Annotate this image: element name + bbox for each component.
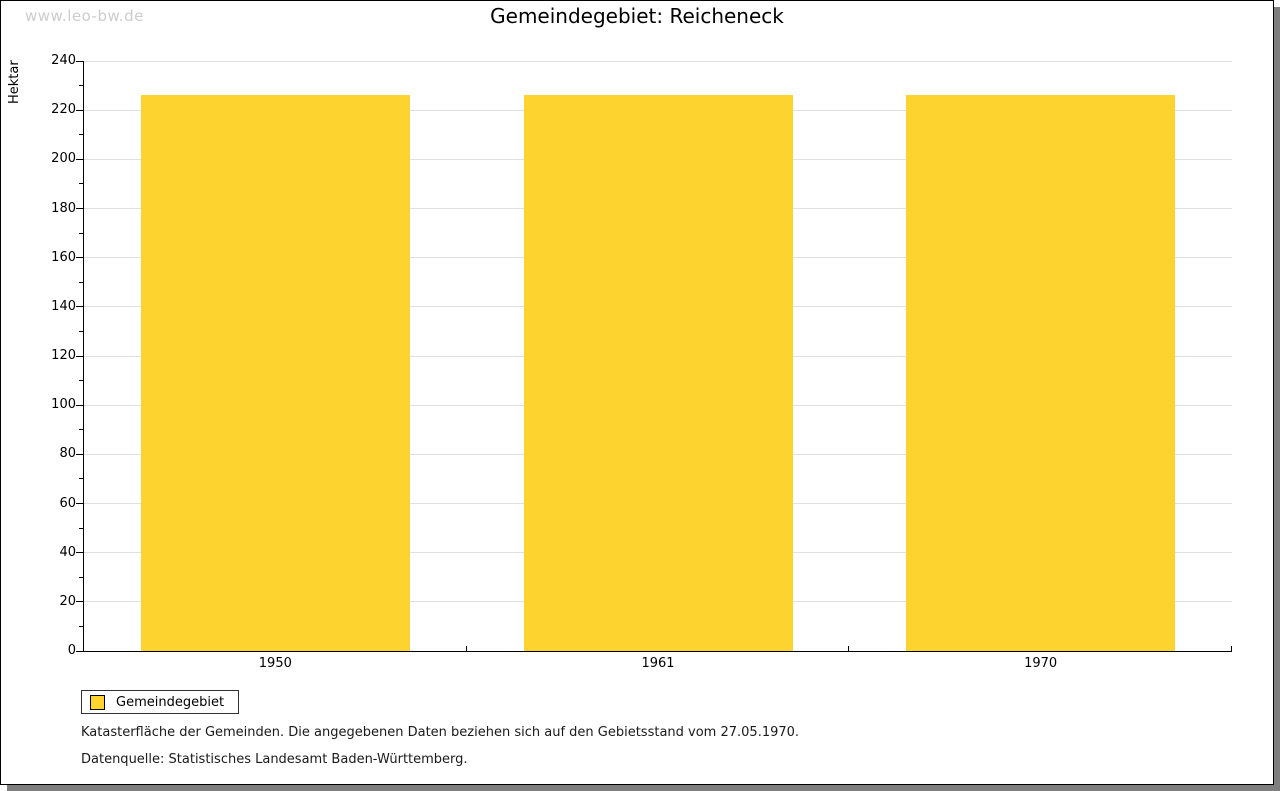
x-boundary-tick xyxy=(848,646,850,651)
y-minor-tick xyxy=(79,478,83,480)
y-tick-label: 20 xyxy=(59,593,76,609)
y-tick-label: 100 xyxy=(51,397,76,413)
y-minor-tick xyxy=(79,625,83,627)
y-minor-tick xyxy=(79,429,83,431)
y-minor-tick xyxy=(79,281,83,283)
y-minor-tick xyxy=(79,85,83,87)
y-tick-label: 80 xyxy=(59,446,76,462)
y-tick-label: 0 xyxy=(67,643,76,658)
footnote-line-1: Katasterfläche der Gemeinden. Die angege… xyxy=(81,725,800,740)
y-tick-label: 40 xyxy=(59,544,76,560)
y-minor-tick xyxy=(79,527,83,529)
x-tick-label: 1961 xyxy=(641,656,675,671)
bar xyxy=(906,95,1176,651)
x-tick-label: 1950 xyxy=(258,656,292,671)
y-major-tick xyxy=(76,355,83,357)
y-major-tick xyxy=(76,60,83,62)
y-axis-title: Hektar xyxy=(7,60,22,104)
y-major-tick xyxy=(76,601,83,603)
y-major-tick xyxy=(76,650,83,652)
y-minor-tick xyxy=(79,134,83,136)
legend-swatch xyxy=(90,694,105,710)
grid-line xyxy=(84,60,1232,62)
x-tick-label: 1970 xyxy=(1024,656,1058,671)
x-boundary-tick xyxy=(1231,646,1232,651)
y-major-tick xyxy=(76,404,83,406)
y-major-tick xyxy=(76,453,83,455)
y-major-tick xyxy=(76,109,83,111)
y-major-tick xyxy=(76,208,83,209)
bar xyxy=(523,95,793,651)
y-tick-label: 220 xyxy=(51,102,76,118)
y-major-tick xyxy=(76,503,83,504)
y-minor-tick xyxy=(79,576,83,578)
y-tick-label: 180 xyxy=(51,200,76,216)
watermark: www.leo-bw.de xyxy=(25,7,144,25)
y-tick-label: 140 xyxy=(51,298,76,314)
y-major-tick xyxy=(76,306,83,308)
y-minor-tick xyxy=(79,330,83,332)
plot-area: 0 20 40 60 80 100 120 140 160 180 200 220 240 1950 196… xyxy=(51,53,1232,671)
y-tick-label: 60 xyxy=(59,495,76,511)
y-major-tick xyxy=(76,257,83,259)
bar xyxy=(140,95,410,651)
y-major-tick xyxy=(76,158,83,160)
y-tick-label: 200 xyxy=(51,151,76,167)
y-tick-label: 240 xyxy=(51,53,76,68)
y-tick-label: 160 xyxy=(51,249,76,265)
chart-title: Gemeindegebiet: Reicheneck xyxy=(490,4,784,28)
y-tick-label: 120 xyxy=(51,348,76,363)
y-major-tick xyxy=(76,552,83,554)
y-minor-tick xyxy=(79,232,83,234)
y-minor-tick xyxy=(79,183,83,185)
legend-label: Gemeindegebiet xyxy=(116,694,225,710)
footnote-line-2: Datenquelle: Statistisches Landesamt Bad… xyxy=(81,752,468,767)
x-boundary-tick xyxy=(465,646,467,651)
y-minor-tick xyxy=(79,380,83,382)
legend: Gemeindegebiet xyxy=(81,690,240,714)
